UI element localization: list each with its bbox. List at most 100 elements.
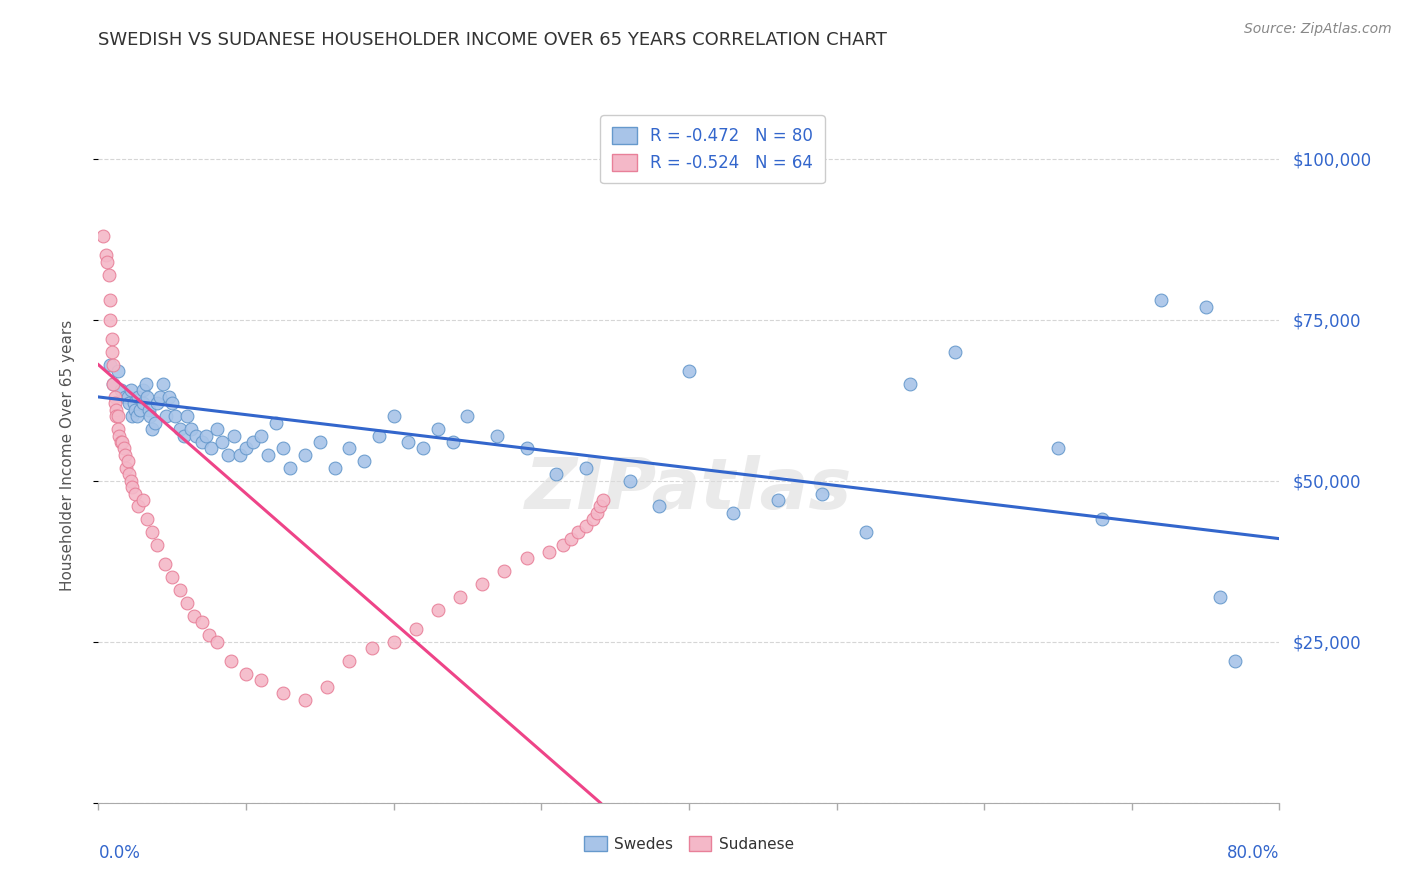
Point xyxy=(382,409,405,424)
Point xyxy=(98,358,121,372)
Point xyxy=(678,364,700,378)
Point xyxy=(1046,442,1070,456)
Point xyxy=(271,686,294,700)
Point xyxy=(449,590,471,604)
Point xyxy=(560,532,582,546)
Point xyxy=(104,390,127,404)
Point xyxy=(264,416,287,430)
Point xyxy=(619,474,641,488)
Text: Source: ZipAtlas.com: Source: ZipAtlas.com xyxy=(1244,22,1392,37)
Point xyxy=(98,293,121,308)
Point xyxy=(271,442,294,456)
Point xyxy=(91,228,114,243)
Point xyxy=(224,428,246,442)
Point xyxy=(132,396,155,410)
Point xyxy=(124,402,146,417)
Point xyxy=(121,409,143,424)
Point xyxy=(169,422,191,436)
Point xyxy=(138,402,160,417)
Point xyxy=(152,377,174,392)
Point xyxy=(136,512,159,526)
Point xyxy=(368,428,391,442)
Point xyxy=(648,500,671,514)
Point xyxy=(139,409,162,424)
Point xyxy=(165,409,187,424)
Point xyxy=(382,634,405,648)
Point xyxy=(339,654,361,668)
Point xyxy=(405,622,427,636)
Point xyxy=(117,390,139,404)
Point xyxy=(118,396,141,410)
Point xyxy=(316,680,339,694)
Point xyxy=(494,564,516,578)
Point xyxy=(100,344,122,359)
Point xyxy=(309,435,332,450)
Point xyxy=(582,512,605,526)
Point xyxy=(103,358,125,372)
Point xyxy=(855,525,877,540)
Point xyxy=(589,500,612,514)
Point xyxy=(398,435,420,450)
Y-axis label: Householder Income Over 65 years: Householder Income Over 65 years xyxy=(60,319,75,591)
Point xyxy=(553,538,575,552)
Point xyxy=(124,486,146,500)
Point xyxy=(221,654,243,668)
Point xyxy=(115,460,138,475)
Point xyxy=(136,390,159,404)
Point xyxy=(575,460,598,475)
Point xyxy=(162,570,183,584)
Point xyxy=(110,435,132,450)
Point xyxy=(235,442,257,456)
Point xyxy=(191,435,214,450)
Point xyxy=(96,254,118,268)
Text: 0.0%: 0.0% xyxy=(98,845,141,863)
Point xyxy=(114,390,136,404)
Point xyxy=(105,402,128,417)
Point xyxy=(200,442,222,456)
Point xyxy=(242,435,264,450)
Point xyxy=(180,422,202,436)
Point xyxy=(575,518,598,533)
Point xyxy=(173,428,195,442)
Point xyxy=(117,454,139,468)
Point xyxy=(155,409,177,424)
Point xyxy=(567,525,589,540)
Legend: Swedes, Sudanese: Swedes, Sudanese xyxy=(578,830,800,858)
Point xyxy=(427,422,450,436)
Point xyxy=(120,384,142,398)
Point xyxy=(120,474,142,488)
Point xyxy=(127,390,149,404)
Point xyxy=(107,409,129,424)
Point xyxy=(112,442,135,456)
Point xyxy=(104,396,127,410)
Point xyxy=(516,551,538,566)
Point xyxy=(125,409,148,424)
Point xyxy=(146,396,169,410)
Point xyxy=(360,641,382,656)
Point xyxy=(294,692,316,706)
Point xyxy=(1209,590,1232,604)
Point xyxy=(537,544,560,558)
Point xyxy=(205,422,228,436)
Point xyxy=(205,634,228,648)
Point xyxy=(339,442,361,456)
Point xyxy=(441,435,464,450)
Point xyxy=(412,442,434,456)
Point xyxy=(235,667,257,681)
Point xyxy=(1150,293,1173,308)
Point xyxy=(280,460,302,475)
Point xyxy=(141,525,163,540)
Point xyxy=(457,409,479,424)
Point xyxy=(105,409,128,424)
Point xyxy=(97,268,120,282)
Point xyxy=(191,615,214,630)
Point xyxy=(108,428,131,442)
Point xyxy=(103,377,125,392)
Point xyxy=(121,480,143,494)
Text: SWEDISH VS SUDANESE HOUSEHOLDER INCOME OVER 65 YEARS CORRELATION CHART: SWEDISH VS SUDANESE HOUSEHOLDER INCOME O… xyxy=(98,31,887,49)
Point xyxy=(723,506,745,520)
Point xyxy=(294,448,316,462)
Point xyxy=(486,428,509,442)
Point xyxy=(943,344,966,359)
Point xyxy=(143,416,166,430)
